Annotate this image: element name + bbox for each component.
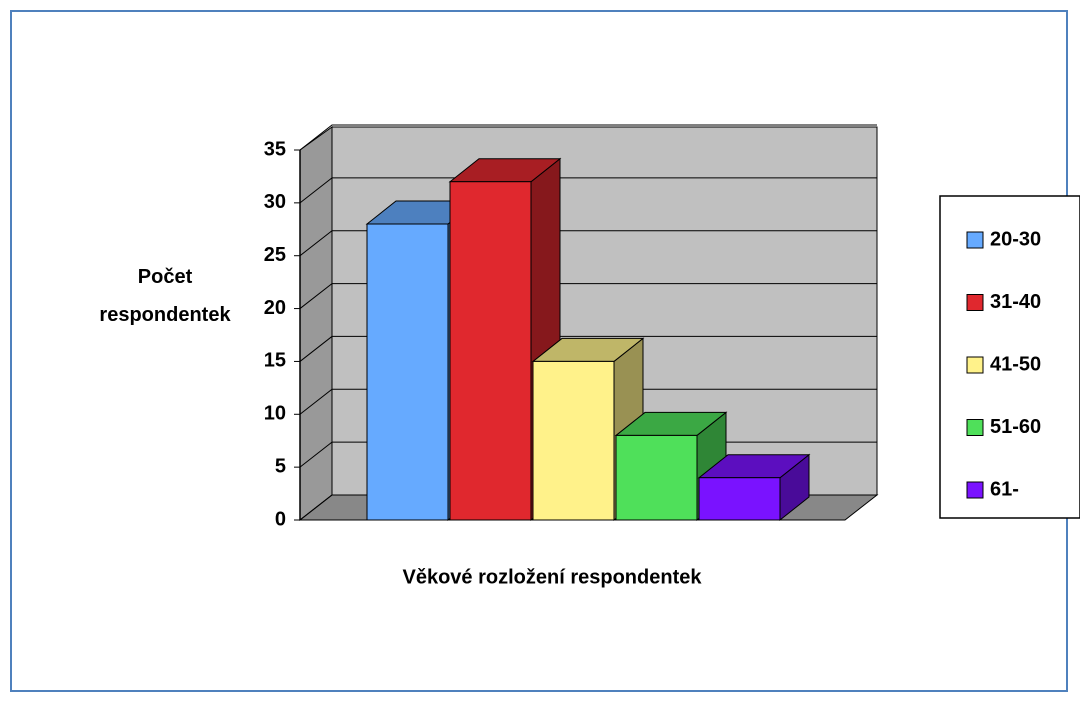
y-tick-label: 10 <box>264 403 286 425</box>
legend-label: 20-30 <box>990 228 1041 250</box>
grid-line <box>299 177 877 204</box>
legend-swatch <box>966 481 984 499</box>
y-tick-label: 30 <box>264 191 286 213</box>
grid-line <box>299 335 877 362</box>
legend-swatch <box>966 294 984 311</box>
y-tick-label: 0 <box>275 508 286 530</box>
legend-label: 61- <box>990 478 1019 500</box>
y-tick-label: 25 <box>264 244 286 266</box>
bar <box>698 477 781 521</box>
bar <box>532 360 615 521</box>
y-axis-title: Počet respondentek <box>99 266 231 326</box>
grid-line <box>299 230 877 257</box>
legend-label: 41-50 <box>990 353 1041 375</box>
legend-label: 51-60 <box>990 416 1041 438</box>
grid-line <box>299 124 877 151</box>
plot-area: 0 5 10 15 20 25 30 35 <box>264 124 879 530</box>
legend-swatch <box>966 356 984 374</box>
x-axis-title: Věkové rozložení respondentek <box>403 566 703 588</box>
legend-swatch <box>966 419 984 436</box>
bar <box>449 181 532 521</box>
grid-line <box>299 283 877 309</box>
y-tick-label: 5 <box>275 455 286 477</box>
y-tick-label: 15 <box>264 350 286 372</box>
grid-line <box>299 388 877 415</box>
bar <box>366 223 449 521</box>
legend-box <box>939 195 1080 519</box>
y-tick-label: 20 <box>264 297 286 319</box>
legend-swatch <box>966 231 984 249</box>
side-wall <box>299 126 333 522</box>
bar <box>615 434 698 521</box>
y-tick-label: 35 <box>264 138 286 160</box>
legend-label: 31-40 <box>990 291 1041 313</box>
